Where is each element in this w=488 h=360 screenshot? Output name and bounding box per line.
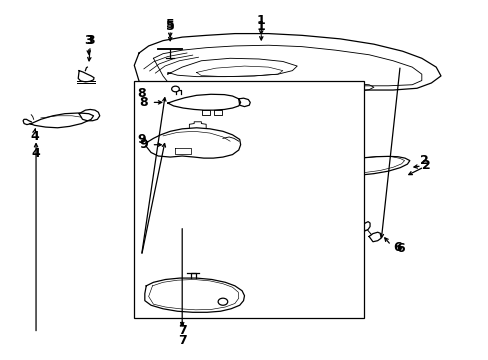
Text: 7: 7 <box>178 324 186 337</box>
Text: 2: 2 <box>419 154 427 167</box>
Polygon shape <box>307 156 409 176</box>
Text: 5: 5 <box>165 18 174 31</box>
Text: 1: 1 <box>256 14 265 27</box>
Text: 5: 5 <box>165 20 174 33</box>
Text: 3: 3 <box>86 34 94 47</box>
Text: 4: 4 <box>30 130 39 143</box>
Circle shape <box>218 298 227 305</box>
Polygon shape <box>146 128 240 158</box>
Text: 9: 9 <box>139 138 148 151</box>
Text: 8: 8 <box>139 96 148 109</box>
Text: 1: 1 <box>256 20 265 33</box>
Text: 2: 2 <box>421 159 430 172</box>
Text: 4: 4 <box>32 147 41 160</box>
Polygon shape <box>144 278 244 312</box>
Text: 9: 9 <box>137 133 145 146</box>
Text: 6: 6 <box>393 241 401 254</box>
Text: 8: 8 <box>137 87 145 100</box>
Text: 6: 6 <box>395 242 404 255</box>
Text: 7: 7 <box>178 334 186 347</box>
Circle shape <box>171 86 179 92</box>
Bar <box>134 81 364 318</box>
Text: 3: 3 <box>84 34 93 47</box>
